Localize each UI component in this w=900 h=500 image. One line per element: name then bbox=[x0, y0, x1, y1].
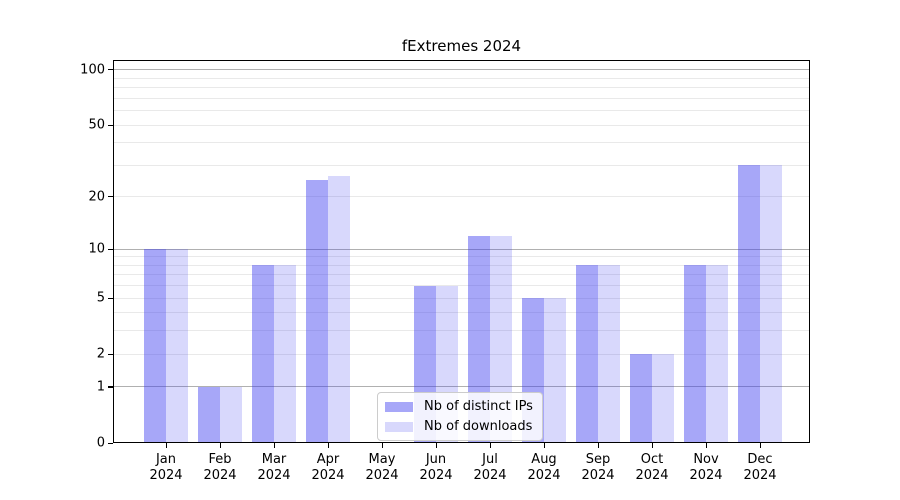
bar-downloads bbox=[598, 265, 620, 443]
bar-distinct-ips bbox=[198, 386, 220, 443]
y-tick-label: 1 bbox=[96, 379, 105, 395]
legend-item: Nb of downloads bbox=[385, 419, 533, 434]
gridline-minor bbox=[113, 312, 810, 314]
y-tick-mark bbox=[108, 442, 113, 444]
y-tick-label: 10 bbox=[88, 241, 105, 257]
gridline-minor bbox=[113, 77, 810, 79]
x-tick-label: Nov 2024 bbox=[689, 452, 723, 483]
gridline-major bbox=[113, 386, 810, 388]
x-tick-mark bbox=[597, 443, 599, 448]
gridline-minor bbox=[113, 274, 810, 276]
bar-downloads bbox=[220, 386, 242, 443]
x-tick-mark bbox=[543, 443, 545, 448]
legend: Nb of distinct IPs Nb of downloads bbox=[377, 392, 543, 441]
bar-downloads bbox=[544, 298, 566, 443]
x-tick-mark bbox=[219, 443, 221, 448]
chart-title: fExtremes 2024 bbox=[401, 37, 522, 55]
x-tick-label: Mar 2024 bbox=[257, 452, 291, 483]
bar-downloads bbox=[490, 235, 512, 443]
bar-distinct-ips bbox=[738, 165, 760, 443]
x-tick-label: Aug 2024 bbox=[527, 452, 561, 483]
bar-distinct-ips bbox=[252, 265, 274, 443]
bar-downloads bbox=[652, 354, 674, 443]
bar-distinct-ips bbox=[630, 354, 652, 443]
y-tick-mark bbox=[108, 69, 113, 71]
gridline-minor bbox=[113, 142, 810, 144]
x-tick-label: Dec 2024 bbox=[743, 452, 777, 483]
y-tick-label: 2 bbox=[96, 346, 105, 362]
y-tick-label: 0 bbox=[96, 435, 105, 451]
x-tick-label: Oct 2024 bbox=[635, 452, 669, 483]
y-tick-label: 100 bbox=[80, 62, 105, 78]
bar-downloads bbox=[166, 249, 188, 443]
x-tick-mark bbox=[651, 443, 653, 448]
bar-distinct-ips bbox=[684, 265, 706, 443]
y-tick-label: 20 bbox=[88, 189, 105, 205]
gridline-minor bbox=[113, 97, 810, 99]
x-tick-label: Feb 2024 bbox=[203, 452, 237, 483]
legend-label: Nb of distinct IPs bbox=[424, 399, 533, 414]
bar-distinct-ips bbox=[468, 235, 490, 443]
bar-distinct-ips bbox=[144, 249, 166, 443]
gridline-minor bbox=[113, 124, 810, 126]
gridline-minor bbox=[113, 353, 810, 355]
legend-swatch-icon bbox=[385, 421, 413, 432]
y-tick-mark bbox=[108, 124, 113, 126]
y-tick-mark bbox=[108, 353, 113, 355]
gridline-minor bbox=[113, 196, 810, 198]
gridline-minor bbox=[113, 330, 810, 332]
x-tick-mark bbox=[759, 443, 761, 448]
legend-label: Nb of downloads bbox=[424, 419, 533, 434]
x-tick-label: May 2024 bbox=[365, 452, 399, 483]
y-tick-label: 50 bbox=[88, 117, 105, 133]
legend-swatch-icon bbox=[385, 401, 413, 412]
gridline-minor bbox=[113, 87, 810, 89]
y-tick-label: 5 bbox=[96, 290, 105, 306]
bar-downloads bbox=[328, 176, 350, 443]
x-tick-label: Jul 2024 bbox=[473, 452, 507, 483]
x-tick-mark bbox=[381, 443, 383, 448]
y-tick-mark bbox=[108, 297, 113, 299]
bar-downloads bbox=[706, 265, 728, 443]
legend-item: Nb of distinct IPs bbox=[385, 399, 533, 414]
x-tick-mark bbox=[273, 443, 275, 448]
y-tick-mark bbox=[108, 248, 113, 250]
y-tick-mark bbox=[108, 386, 113, 388]
gridline-minor bbox=[113, 297, 810, 299]
gridline-major bbox=[113, 248, 810, 250]
x-tick-mark bbox=[489, 443, 491, 448]
x-tick-mark bbox=[327, 443, 329, 448]
bar-downloads bbox=[760, 165, 782, 443]
bar-downloads bbox=[274, 265, 296, 443]
x-tick-label: Sep 2024 bbox=[581, 452, 615, 483]
gridline-major bbox=[113, 69, 810, 71]
x-tick-mark bbox=[165, 443, 167, 448]
gridline-minor bbox=[113, 285, 810, 287]
gridline-minor bbox=[113, 264, 810, 266]
bar-distinct-ips bbox=[576, 265, 598, 443]
gridline-minor bbox=[113, 256, 810, 258]
bar-distinct-ips bbox=[306, 179, 328, 443]
x-tick-label: Apr 2024 bbox=[311, 452, 345, 483]
x-tick-label: Jun 2024 bbox=[419, 452, 453, 483]
y-tick-mark bbox=[108, 196, 113, 198]
gridline-minor bbox=[113, 110, 810, 112]
x-tick-mark bbox=[435, 443, 437, 448]
x-tick-mark bbox=[705, 443, 707, 448]
gridline-minor bbox=[113, 164, 810, 166]
x-tick-label: Jan 2024 bbox=[149, 452, 183, 483]
